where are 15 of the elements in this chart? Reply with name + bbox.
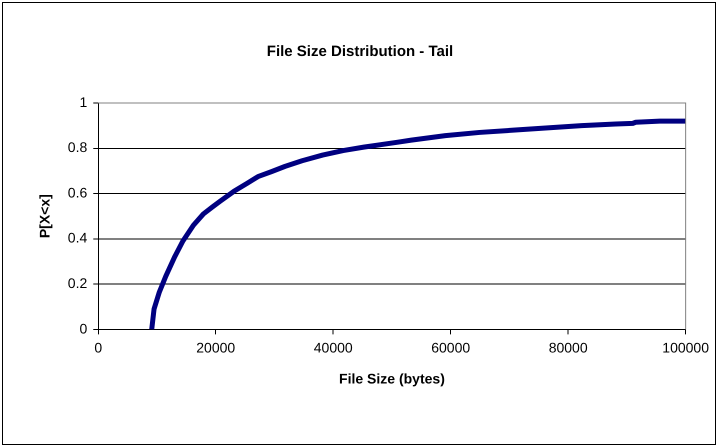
x-tick-label: 60000 xyxy=(431,340,470,356)
x-tick-label: 20000 xyxy=(196,340,236,356)
y-axis-title: P[X<x] xyxy=(36,194,52,238)
x-tick-label: 0 xyxy=(94,340,102,356)
y-tick-label: 0.6 xyxy=(68,184,88,200)
x-tick-label: 40000 xyxy=(314,340,353,356)
y-tick-label: 0 xyxy=(79,320,88,336)
chart-title: File Size Distribution - Tail xyxy=(266,43,454,60)
x-axis-title: File Size (bytes) xyxy=(339,370,445,386)
y-tick-label: 1 xyxy=(79,94,88,110)
y-tick-label: 0.8 xyxy=(68,139,88,156)
y-tick-label: 0.2 xyxy=(68,274,88,291)
y-tick-label: 0.4 xyxy=(68,230,88,246)
x-tick-label: 80000 xyxy=(548,340,588,356)
x-tick-label: 100000 xyxy=(662,340,710,356)
